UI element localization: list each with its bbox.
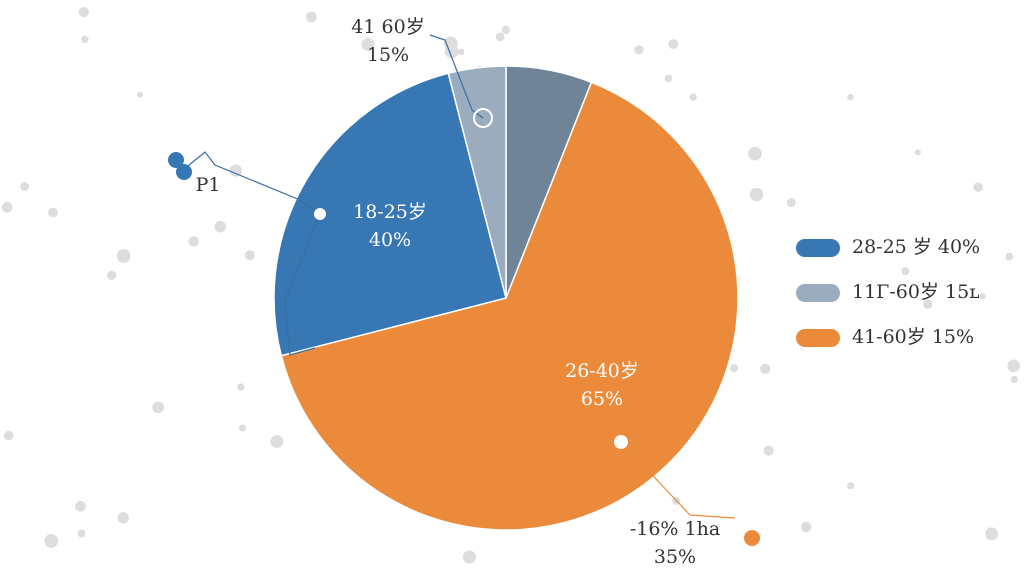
leader-line [182, 151, 321, 215]
annotation: P1 [196, 174, 221, 196]
background-dot [77, 529, 86, 538]
background-dot [689, 93, 697, 101]
background-dot [501, 25, 510, 35]
background-dot [985, 527, 999, 541]
legend-swatch [796, 329, 840, 347]
background-dot [1005, 252, 1014, 261]
background-dot [229, 164, 242, 177]
background-dot [901, 267, 910, 276]
legend-swatch [796, 239, 840, 257]
background-dot [634, 45, 644, 55]
marker [176, 164, 192, 180]
background-dot [462, 550, 476, 564]
background-dot [847, 482, 855, 490]
annotation: 26-40岁 [565, 360, 639, 382]
background-dot [237, 383, 245, 391]
legend-label: 11Γ-60岁 15ʟ [852, 281, 980, 303]
background-dot [760, 363, 771, 375]
background-dot [786, 198, 796, 207]
background-dot [152, 401, 164, 414]
background-dot [48, 207, 58, 218]
background-dot [973, 182, 983, 192]
marker [168, 152, 184, 168]
background-dot [749, 187, 764, 202]
background-dot [923, 299, 933, 309]
background-dot [748, 146, 762, 161]
pie-slice [273, 72, 507, 357]
marker [314, 208, 326, 220]
legend-swatch [796, 284, 840, 302]
pie-slice [280, 81, 739, 531]
background-dot [801, 521, 812, 533]
annotation: 40% [369, 229, 411, 251]
background-dot [664, 74, 673, 83]
leader-line [284, 213, 321, 356]
background-dot [20, 181, 30, 191]
pie [273, 65, 739, 531]
pie-slice [447, 65, 507, 299]
background-dot [914, 149, 921, 156]
annotation: 41 60岁 [351, 16, 424, 38]
background-dot [44, 534, 59, 548]
background-dot [457, 48, 465, 56]
legend-label: 41-60岁 15% [852, 326, 974, 348]
background-dot [238, 424, 246, 432]
background-dot [107, 270, 117, 281]
background-dot [81, 35, 89, 44]
annotations: 41 60岁 15% P1 18-25岁 40% 26-40岁 65% -16% 1ha 35% [196, 16, 721, 568]
background-dot [188, 236, 199, 247]
background-dot [78, 6, 89, 18]
background-dot [847, 94, 854, 101]
background-dot [668, 39, 679, 50]
annotation: 35% [654, 546, 696, 568]
leader-line [620, 441, 736, 519]
marker [614, 435, 628, 449]
annotation: -16% 1ha [630, 518, 720, 540]
annotation: 65% [581, 388, 623, 410]
background-dot [979, 293, 986, 300]
background-dot [3, 430, 14, 441]
background-dot [305, 11, 317, 23]
background-dot [116, 249, 131, 263]
background-dot [763, 445, 774, 456]
background-dot [495, 32, 505, 42]
leader-line [429, 34, 484, 119]
background-dot [270, 435, 284, 449]
marker [473, 108, 493, 128]
annotation: 15% [367, 44, 409, 66]
background-dot [136, 91, 143, 98]
background-dot [1, 201, 13, 213]
legend-label: 28-25 岁 40% [852, 236, 980, 258]
background-dot [75, 500, 86, 512]
marker [744, 530, 760, 546]
leader-lines [182, 34, 736, 519]
background-dot [730, 364, 739, 373]
background-dot [117, 512, 129, 524]
legend: 28-25 岁 40% 11Γ-60岁 15ʟ 41-60岁 15% [796, 236, 980, 348]
background-dot [214, 220, 227, 233]
background-dot [244, 250, 255, 261]
background-dot [1010, 375, 1018, 384]
background-dot [1007, 359, 1021, 373]
annotation: 18-25岁 [353, 201, 427, 223]
background-dot [361, 37, 375, 51]
